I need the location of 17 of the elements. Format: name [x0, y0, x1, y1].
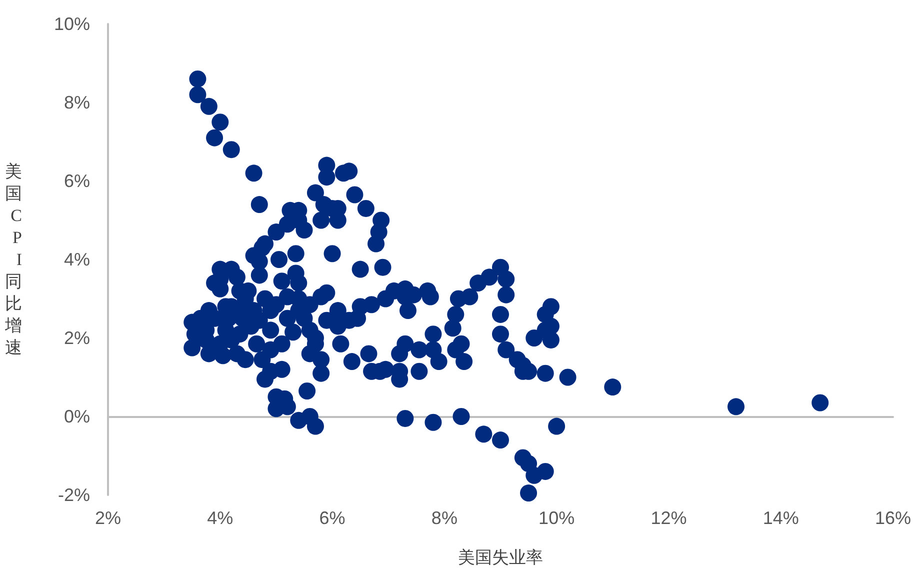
text: 美国CPI同比增速 [5, 162, 22, 357]
x-tick-label: 14% [762, 508, 799, 528]
y-tick-label: 0% [64, 406, 90, 426]
y-tick-label: -2% [58, 485, 90, 505]
y-tick-label: 8% [64, 92, 90, 112]
y-tick-label: 10% [54, 14, 90, 34]
x-tick-label: 16% [874, 508, 912, 528]
x-tick-label: 10% [538, 508, 575, 528]
y-tick-label: 4% [64, 250, 90, 270]
x-axis-title: 美国失业率 [458, 548, 543, 567]
x-tick-label: 4% [207, 508, 234, 528]
x-tick-label: 8% [431, 508, 458, 528]
x-tick-label: 12% [650, 508, 687, 528]
y-tick-label: 2% [64, 328, 90, 348]
y-tick-label: 6% [64, 171, 90, 191]
x-tick-label: 6% [319, 508, 346, 528]
x-tick-label: 2% [94, 508, 122, 528]
